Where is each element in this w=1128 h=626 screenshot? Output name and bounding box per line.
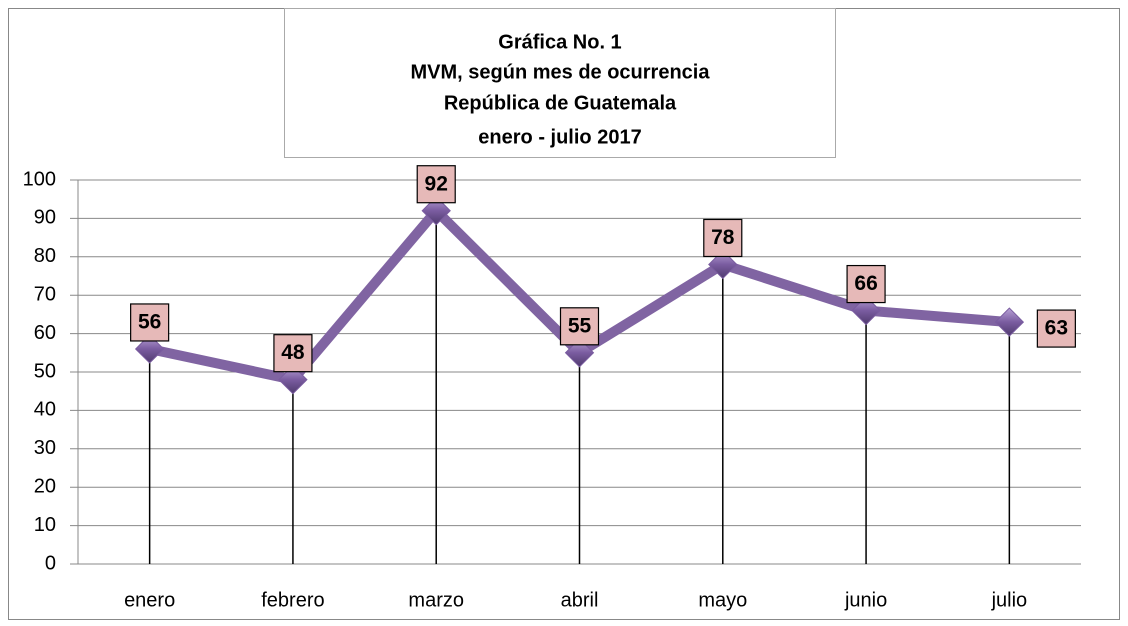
x-tick-label: junio <box>844 589 887 611</box>
data-label-box <box>416 165 456 204</box>
x-tick-label: julio <box>991 589 1028 611</box>
x-tick-label: marzo <box>408 589 464 611</box>
data-label: 63 <box>1045 317 1068 340</box>
data-label-box <box>273 334 313 373</box>
marker <box>564 338 595 368</box>
y-tick-label: 0 <box>45 552 56 574</box>
data-label-box <box>1036 309 1076 348</box>
x-tick-label: febrero <box>261 589 324 611</box>
data-label-box <box>703 218 743 258</box>
y-tick-label: 40 <box>34 399 56 421</box>
data-label: 56 <box>138 311 161 334</box>
x-tick-label: abril <box>561 589 599 611</box>
x-tick-label: mayo <box>698 589 747 611</box>
y-tick-label: 100 <box>23 168 56 190</box>
x-tick-label: enero <box>124 589 175 611</box>
marker <box>278 364 308 395</box>
data-label-box <box>130 303 170 342</box>
y-tick-label: 60 <box>34 322 56 344</box>
y-tick-label: 30 <box>34 437 56 459</box>
marker <box>708 249 738 280</box>
y-tick-label: 90 <box>34 207 56 229</box>
data-label: 92 <box>425 172 448 195</box>
y-tick-label: 20 <box>34 475 56 497</box>
y-tick-label: 10 <box>34 514 56 536</box>
marker <box>134 334 165 364</box>
chart-title: República de Guatemala <box>444 92 677 114</box>
marker <box>851 295 881 326</box>
marker <box>994 307 1025 337</box>
data-label-box <box>559 307 600 346</box>
data-label: 55 <box>568 314 592 337</box>
title-box <box>284 8 836 158</box>
data-label: 48 <box>281 341 305 364</box>
y-tick-label: 80 <box>34 245 56 267</box>
chart-title: MVM, según mes de ocurrencia <box>411 61 711 83</box>
data-label: 66 <box>854 272 877 295</box>
marker <box>421 196 451 226</box>
data-label-box <box>846 264 886 304</box>
y-tick-label: 70 <box>34 283 56 305</box>
data-label: 78 <box>711 226 735 249</box>
chart-title: Gráfica No. 1 <box>498 31 621 53</box>
chart-title: enero - julio 2017 <box>478 126 641 148</box>
y-tick-label: 50 <box>34 360 56 382</box>
